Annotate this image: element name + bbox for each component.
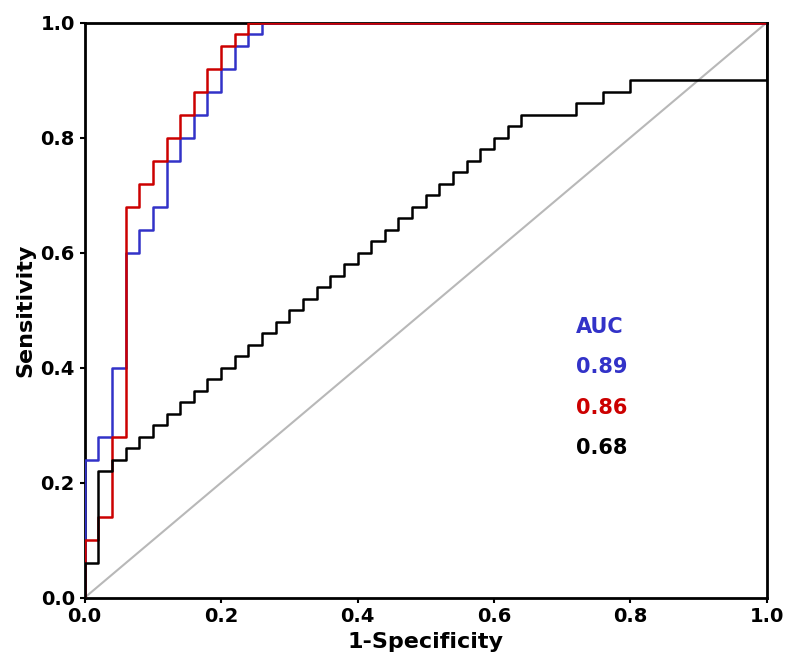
X-axis label: 1-Specificity: 1-Specificity [348, 632, 503, 652]
Text: 0.89: 0.89 [576, 358, 627, 378]
Text: 0.86: 0.86 [576, 398, 627, 418]
Y-axis label: Sensitivity: Sensitivity [15, 243, 35, 377]
Text: AUC: AUC [576, 317, 623, 337]
Text: 0.68: 0.68 [576, 438, 627, 458]
